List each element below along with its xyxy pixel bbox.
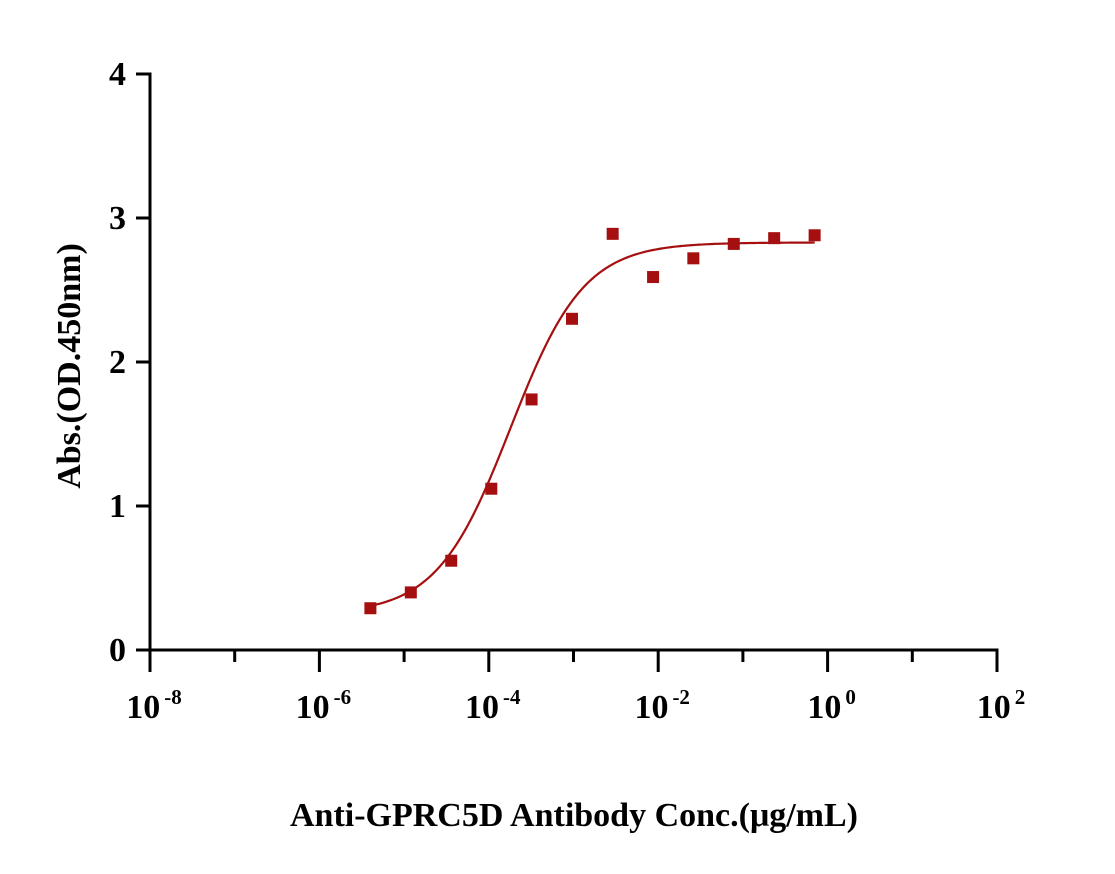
data-point	[364, 602, 377, 615]
fit-curve-layer	[370, 241, 815, 607]
data-point	[445, 554, 458, 567]
y-tick-label: 2	[109, 344, 126, 381]
x-tick-label: 10 -2	[634, 685, 690, 726]
x-tick-base: 10	[977, 689, 1011, 726]
data-point	[647, 271, 660, 284]
y-axis-title: Abs.(OD.450nm)	[51, 243, 88, 489]
data-point	[525, 393, 538, 406]
x-tick-label: 10 -4	[465, 685, 521, 726]
data-point	[606, 227, 619, 240]
x-tick-exponent: -2	[672, 685, 690, 709]
x-tick-base: 10	[465, 689, 499, 726]
x-axis-title: Anti-GPRC5D Antibody Conc.(μg/mL)	[290, 797, 858, 834]
data-points-layer	[364, 227, 821, 615]
x-tick-exponent: -6	[334, 685, 352, 709]
data-point	[404, 586, 417, 599]
y-ticks-layer: 0 1 2 3 4	[109, 56, 150, 669]
data-point	[727, 237, 740, 250]
fit-curve	[370, 241, 815, 607]
x-tick-exponent: -4	[503, 685, 521, 709]
data-point	[768, 232, 781, 245]
x-tick-label: 10 2	[977, 685, 1026, 726]
x-tick-label: 10 -6	[296, 685, 352, 726]
data-point	[485, 482, 498, 495]
x-tick-base: 10	[634, 689, 668, 726]
x-tick-exponent: 2	[1015, 685, 1026, 709]
axes-layer	[148, 72, 999, 652]
data-point	[808, 229, 821, 242]
x-tick-label: 10 -8	[126, 685, 182, 726]
data-point	[687, 252, 700, 265]
y-tick-label: 0	[109, 632, 126, 669]
x-tick-base: 10	[296, 689, 330, 726]
y-tick-label: 3	[109, 200, 126, 237]
x-tick-exponent: -8	[164, 685, 182, 709]
data-point	[565, 312, 578, 325]
x-tick-exponent: 0	[845, 685, 856, 709]
x-tick-base: 10	[807, 689, 841, 726]
y-tick-label: 4	[109, 56, 126, 93]
y-tick-label: 1	[109, 488, 126, 525]
x-ticks-layer: 10 -8 10 -6 10 -4 10 -2 10 0 10 2	[126, 650, 1025, 726]
x-tick-base: 10	[126, 689, 160, 726]
x-tick-label: 10 0	[807, 685, 856, 726]
